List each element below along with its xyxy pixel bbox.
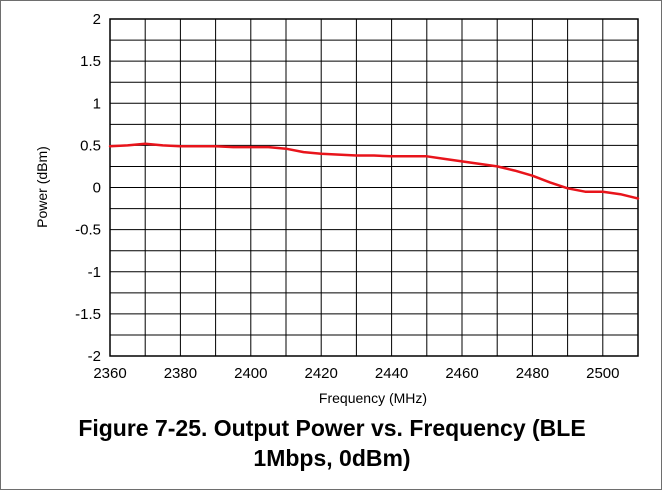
y-tick-label: 1.5 — [80, 53, 101, 70]
x-tick-label: 2380 — [164, 365, 197, 382]
x-axis-label: Frequency (MHz) — [319, 390, 427, 406]
y-axis-label: Power (dBm) — [34, 146, 50, 228]
figure-caption: Figure 7-25. Output Power vs. Frequency … — [1, 413, 662, 473]
x-tick-label: 2500 — [586, 365, 619, 382]
y-tick-label: 1 — [93, 95, 101, 112]
y-tick-label: -2 — [88, 348, 101, 365]
x-tick-label: 2440 — [375, 365, 408, 382]
x-axis-ticks: 2360 2380 2400 2420 2440 2460 2480 2500 — [93, 365, 619, 382]
y-tick-label: -1.5 — [75, 306, 101, 323]
y-tick-label: -0.5 — [75, 222, 101, 239]
series-layer — [108, 142, 640, 200]
grid — [110, 19, 638, 356]
y-tick-label: 0.5 — [80, 137, 101, 154]
caption-line-2: 1Mbps, 0dBm) — [253, 445, 411, 471]
y-tick-label: 2 — [93, 11, 101, 28]
x-tick-label: 2400 — [234, 365, 267, 382]
chart: 2 1.5 1 0.5 0 -0.5 -1 -1.5 -2 2360 2380 2400 2420 24… — [34, 11, 640, 406]
x-tick-label: 2360 — [93, 365, 126, 382]
plot-area — [109, 18, 639, 357]
x-tick-label: 2480 — [516, 365, 549, 382]
x-tick-label: 2420 — [305, 365, 338, 382]
y-tick-label: -1 — [88, 264, 101, 281]
y-axis-ticks: 2 1.5 1 0.5 0 -0.5 -1 -1.5 -2 — [75, 11, 101, 365]
series-line — [108, 142, 640, 200]
caption-line-1: Figure 7-25. Output Power vs. Frequency … — [78, 415, 586, 441]
x-tick-label: 2460 — [445, 365, 478, 382]
y-tick-label: 0 — [93, 180, 101, 197]
